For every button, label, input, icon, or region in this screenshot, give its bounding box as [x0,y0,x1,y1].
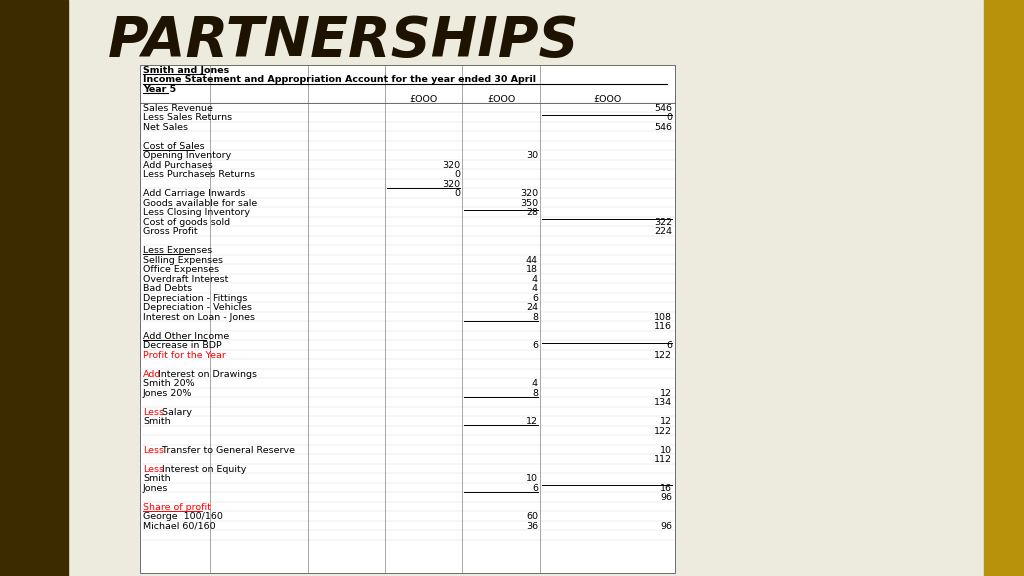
Text: 116: 116 [654,323,672,331]
Text: 6: 6 [532,342,538,350]
Text: Less: Less [143,465,164,474]
Text: Less Expenses: Less Expenses [143,247,212,255]
Text: 12: 12 [660,389,672,398]
Text: Add Purchases: Add Purchases [143,161,213,170]
Text: 10: 10 [660,446,672,455]
Text: Smith 20%: Smith 20% [143,380,195,388]
Text: Michael 60/160: Michael 60/160 [143,522,216,531]
Text: 134: 134 [654,399,672,407]
Text: Selling Expenses: Selling Expenses [143,256,223,265]
Text: 6: 6 [532,294,538,303]
Text: 0: 0 [454,190,460,198]
Text: Add: Add [143,370,162,379]
Text: 320: 320 [442,180,460,189]
Text: 36: 36 [526,522,538,531]
Text: Jones 20%: Jones 20% [143,389,193,398]
Text: 8: 8 [532,313,538,322]
Text: Year 5: Year 5 [143,85,176,94]
Text: 0: 0 [454,170,460,180]
Text: Smith and Jones: Smith and Jones [143,66,229,75]
Bar [140,65,675,573]
Text: £OOO: £OOO [593,94,622,104]
Text: £OOO: £OOO [486,94,515,104]
Text: 96: 96 [660,522,672,531]
Text: Transfer to General Reserve: Transfer to General Reserve [159,446,295,455]
Text: 96: 96 [660,494,672,502]
Text: Less Purchases Returns: Less Purchases Returns [143,170,255,180]
Bar [984,0,1024,576]
Text: 320: 320 [520,190,538,198]
Text: 4: 4 [532,285,538,293]
Text: 28: 28 [526,209,538,217]
Text: Less Sales Returns: Less Sales Returns [143,113,232,123]
Text: 108: 108 [654,313,672,322]
Text: 12: 12 [526,418,538,426]
Text: Depreciation - Fittings: Depreciation - Fittings [143,294,248,303]
Text: 18: 18 [526,266,538,274]
Text: Income Statement and Appropriation Account for the year ended 30 April: Income Statement and Appropriation Accou… [143,75,536,85]
Text: 4: 4 [532,275,538,284]
Text: Jones: Jones [143,484,168,493]
Text: Depreciation - Vehicles: Depreciation - Vehicles [143,304,252,312]
Text: 224: 224 [654,228,672,236]
Text: 546: 546 [654,104,672,113]
Text: Less Closing Inventory: Less Closing Inventory [143,209,250,217]
Text: 112: 112 [654,456,672,464]
Text: Interest on Drawings: Interest on Drawings [155,370,257,379]
Text: Smith: Smith [143,418,171,426]
Text: 4: 4 [532,380,538,388]
Text: 6: 6 [532,484,538,493]
Text: Smith: Smith [143,475,171,483]
Text: 322: 322 [654,218,672,227]
Text: Add Carriage Inwards: Add Carriage Inwards [143,190,246,198]
Text: 350: 350 [520,199,538,208]
Text: 546: 546 [654,123,672,132]
Text: 16: 16 [660,484,672,493]
Text: Interest on Loan - Jones: Interest on Loan - Jones [143,313,255,322]
Text: Salary: Salary [159,408,191,417]
Text: Cost of goods sold: Cost of goods sold [143,218,230,227]
Bar [0,0,68,576]
Text: Less: Less [143,446,164,455]
Text: Goods available for sale: Goods available for sale [143,199,257,208]
Text: Decrease in BDP: Decrease in BDP [143,342,222,350]
Text: Opening Inventory: Opening Inventory [143,151,231,161]
Text: Profit for the Year: Profit for the Year [143,351,226,360]
Text: 10: 10 [526,475,538,483]
Text: 30: 30 [526,151,538,161]
Text: George  100/160: George 100/160 [143,513,223,521]
Text: Office Expenses: Office Expenses [143,266,219,274]
Text: £OOO: £OOO [410,94,437,104]
Text: PARTNERSHIPS: PARTNERSHIPS [108,14,580,68]
Text: Interest on Equity: Interest on Equity [159,465,246,474]
Text: Bad Debts: Bad Debts [143,285,193,293]
Text: 44: 44 [526,256,538,265]
Text: Gross Profit: Gross Profit [143,228,198,236]
Text: 12: 12 [660,418,672,426]
Text: 60: 60 [526,513,538,521]
Text: Less: Less [143,408,164,417]
Text: 8: 8 [532,389,538,398]
Text: Overdraft Interest: Overdraft Interest [143,275,228,284]
Text: 320: 320 [442,161,460,170]
Text: Sales Revenue: Sales Revenue [143,104,213,113]
Text: 6: 6 [666,342,672,350]
Text: 122: 122 [654,427,672,436]
Text: Net Sales: Net Sales [143,123,188,132]
Text: Cost of Sales: Cost of Sales [143,142,205,151]
Text: Share of profit: Share of profit [143,503,211,512]
Text: 0: 0 [666,113,672,123]
Text: 24: 24 [526,304,538,312]
Text: 122: 122 [654,351,672,360]
Text: Add Other Income: Add Other Income [143,332,229,341]
